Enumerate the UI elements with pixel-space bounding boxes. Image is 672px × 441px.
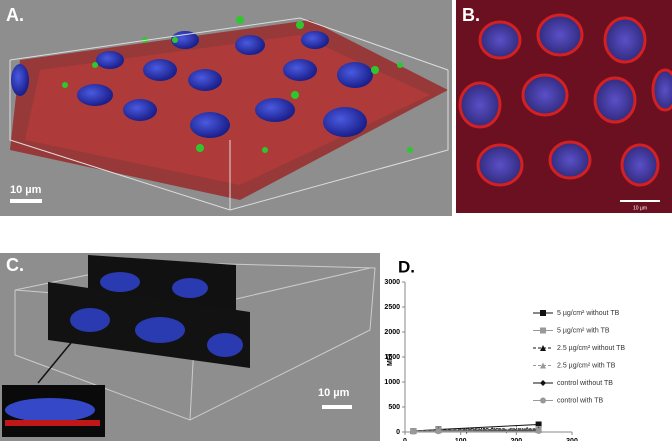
x-tick-label: 0 [403,438,407,441]
panel-label: B. [462,5,480,25]
legend-marker [540,310,546,316]
y-tick-label: 1000 [384,379,400,386]
legend-label: control without TB [557,380,613,387]
chart-title: D. [398,257,415,276]
panel-label: A. [6,5,24,25]
legend-marker [540,345,546,351]
legend-label: 2.5 µg/cm² without TB [557,345,625,352]
legend-marker [540,327,546,334]
y-tick-label: 1500 [384,354,400,361]
panel-b: 10 µm B. [456,0,672,213]
legend-label: 5 µg/cm² without TB [557,310,620,317]
series-line [413,430,539,432]
marker [535,428,542,434]
legend-label: control with TB [557,397,603,404]
legend-label: 5 µg/cm² with TB [557,327,610,334]
scale-label: 10 µm [318,387,350,399]
legend-marker [540,397,546,404]
y-tick-label: 2500 [384,304,400,311]
panel-a: 10 µm A. [0,0,452,216]
x-tick-label: 100 [455,438,467,441]
scale-label: 10 µm [10,184,42,196]
marker [535,421,542,428]
panel-label: C. [6,255,24,275]
y-axis-label: MFI [387,354,394,366]
panel-c: 10 µm C. [0,253,380,441]
y-tick-label: 2000 [384,329,400,336]
x-tick-label: 300 [566,438,578,441]
legend-marker [540,362,546,369]
y-tick-label: 3000 [384,279,400,286]
legend-marker [540,380,546,386]
y-tick-label: 0 [396,429,400,436]
scale-label: 10 µm [633,205,647,211]
marker [435,428,442,435]
marker [410,428,417,435]
x-tick-label: 200 [510,438,522,441]
y-tick-label: 500 [388,404,400,411]
legend-label: 2.5 µg/cm² with TB [557,362,616,369]
